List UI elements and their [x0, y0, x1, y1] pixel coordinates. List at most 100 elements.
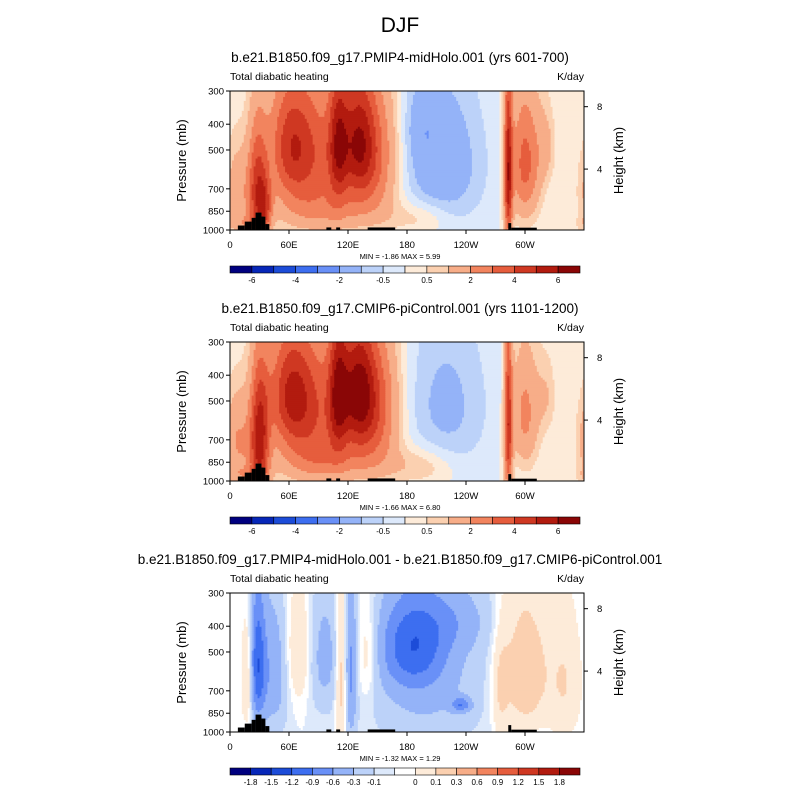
- field-cell: [462, 417, 487, 421]
- field-cell: [576, 431, 581, 434]
- field-cell: [399, 443, 406, 446]
- field-cell: [405, 118, 412, 122]
- field-cell: [267, 216, 270, 219]
- field-cell: [507, 122, 512, 126]
- field-cell: [316, 357, 325, 361]
- field-cell: [255, 190, 266, 193]
- field-cell: [389, 162, 396, 166]
- field-cell: [410, 116, 465, 120]
- field-cell: [237, 449, 251, 452]
- field-cell: [397, 91, 402, 94]
- field-cell: [292, 194, 373, 197]
- field-cell: [519, 112, 532, 116]
- field-cell: [346, 216, 392, 219]
- field-cell: [397, 375, 404, 379]
- field-cell: [401, 114, 406, 118]
- field-cell: [269, 455, 274, 458]
- field-cell: [501, 363, 504, 367]
- field-cell: [426, 439, 481, 442]
- field-cell: [507, 146, 512, 150]
- field-cell: [424, 437, 481, 440]
- field-cell: [334, 176, 345, 179]
- field-cell: [501, 443, 504, 446]
- field-cell: [249, 421, 255, 425]
- field-cell: [401, 118, 406, 122]
- field-cell: [265, 188, 268, 191]
- field-cell: [503, 473, 506, 476]
- field-cell: [253, 415, 257, 419]
- field-cell: [296, 349, 314, 353]
- field-cell: [247, 407, 253, 411]
- field-cell: [273, 214, 300, 217]
- field-cell: [342, 100, 371, 104]
- field-cell: [336, 124, 345, 128]
- field-cell: [513, 387, 550, 391]
- field-cell: [290, 150, 302, 154]
- field-cell: [503, 222, 506, 225]
- field-cell: [408, 128, 469, 132]
- field-cell: [332, 361, 337, 365]
- field-cell: [243, 196, 251, 199]
- field-cell: [230, 343, 247, 347]
- field-cell: [511, 391, 514, 395]
- field-cell: [289, 373, 300, 377]
- field-cell: [267, 447, 270, 450]
- field-cell: [511, 371, 514, 375]
- field-cell: [391, 375, 398, 379]
- field-cell: [532, 355, 550, 359]
- field-cell: [369, 383, 375, 387]
- field-cell: [515, 477, 577, 480]
- field-cell: [245, 174, 251, 177]
- field-cell: [511, 186, 514, 189]
- field-cell: [399, 158, 404, 162]
- field-cell: [414, 194, 430, 197]
- field-cell: [385, 379, 392, 383]
- field-cell: [401, 351, 408, 355]
- field-cell: [511, 224, 514, 227]
- field-cell: [363, 365, 373, 369]
- field-cell: [251, 379, 255, 383]
- field-cell: [507, 375, 510, 379]
- field-cell: [253, 122, 278, 126]
- field-cell: [503, 443, 506, 446]
- field-cell: [407, 373, 418, 377]
- field-cell: [513, 369, 538, 373]
- field-cell: [267, 427, 272, 430]
- field-cell: [369, 124, 375, 128]
- field-cell: [385, 381, 392, 385]
- field-cell: [346, 347, 355, 351]
- field-cell: [271, 425, 278, 428]
- field-cell: [501, 120, 504, 124]
- field-cell: [408, 433, 422, 436]
- field-cell: [267, 465, 272, 468]
- field-cell: [507, 172, 510, 175]
- field-cell: [578, 182, 583, 185]
- field-cell: [574, 598, 584, 602]
- colorbar-swatch: [514, 516, 537, 525]
- field-cell: [499, 421, 502, 425]
- field-cell: [346, 593, 349, 596]
- field-cell: [521, 172, 530, 175]
- field-cell: [383, 371, 390, 375]
- field-cell: [521, 106, 530, 110]
- field-cell: [513, 216, 516, 219]
- field-cell: [328, 218, 343, 221]
- field-cell: [530, 166, 538, 170]
- field-cell: [249, 457, 255, 460]
- field-cell: [507, 114, 510, 118]
- field-cell: [499, 158, 502, 162]
- field-cell: [253, 391, 257, 395]
- field-cell: [275, 142, 282, 146]
- field-cell: [401, 353, 408, 357]
- field-cell: [393, 98, 398, 102]
- field-cell: [348, 429, 355, 432]
- field-cell: [253, 413, 259, 417]
- field-cell: [328, 160, 333, 164]
- field-cell: [377, 108, 386, 112]
- field-cell: [375, 594, 384, 598]
- field-cell: [243, 108, 251, 112]
- field-cell: [379, 383, 386, 387]
- field-cell: [501, 106, 504, 110]
- field-cell: [479, 100, 501, 104]
- field-cell: [538, 92, 550, 96]
